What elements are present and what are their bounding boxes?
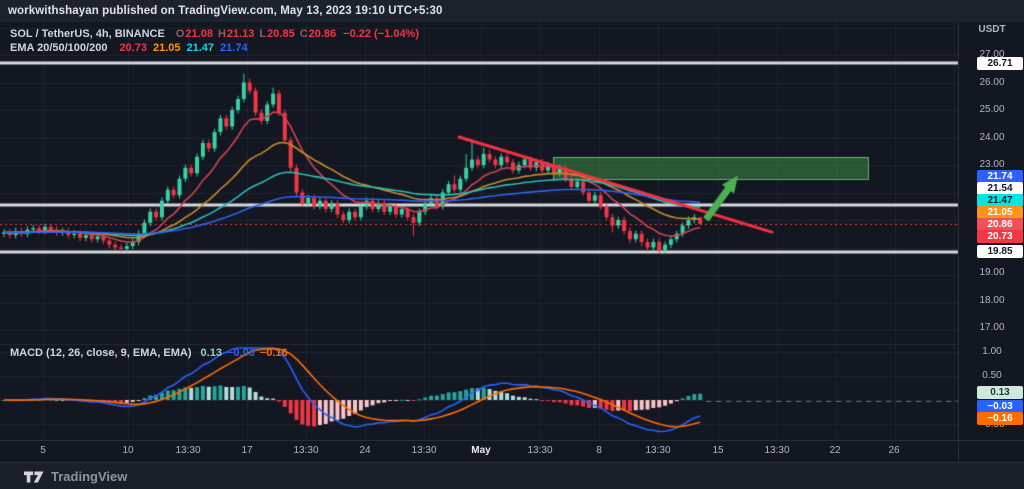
macd-legend-label: MACD (12, 26, close, 9, EMA, EMA) [10, 347, 192, 359]
ema-legend-values: 20.73 21.05 21.47 21.74 [113, 42, 247, 54]
axis-badge-−0.16: −0.16 [977, 411, 1023, 425]
axis-badge-19.85: 19.85 [977, 244, 1023, 258]
axis-badge-21.47: 21.47 [977, 193, 1023, 207]
time-label-6: 13:30 [411, 445, 437, 456]
ohlc-value-4: −0.22 (−1.04%) [343, 28, 420, 40]
price-axis-currency: USDT [978, 24, 1006, 35]
time-label-4: 13:30 [293, 445, 319, 456]
ohlc-value-0: 21.08 [185, 28, 213, 40]
macd-legend-values: 0.13 −0.03 −0.16 [196, 347, 288, 359]
axis-badge-0.13: 0.13 [977, 385, 1023, 399]
axis-tick-0.50: 0.50 [982, 370, 1002, 381]
axis-tick-25.00: 25.00 [979, 104, 1005, 115]
ema-legend-label: EMA 20/50/100/200 [10, 42, 108, 54]
ohlc-value-3: 20.86 [308, 28, 337, 40]
time-label-14: 26 [888, 445, 900, 456]
axis-tick-17.00: 17.00 [979, 322, 1005, 333]
ohlc-letter-1: H [217, 28, 226, 40]
symbol-legend-values: O21.08 H21.13 L20.85 C20.86 −0.22 (−1.04%) [171, 28, 419, 40]
ema-value-3: 21.74 [220, 42, 248, 54]
macd-legend-row[interactable]: MACD (12, 26, close, 9, EMA, EMA) 0.13 −0.… [10, 347, 288, 359]
axis-tick-19.00: 19.00 [979, 267, 1005, 278]
axis-badge-20.86: 20.86 [977, 217, 1023, 231]
ohlc-value-2: 20.85 [267, 28, 295, 40]
time-label-13: 22 [829, 445, 841, 456]
axis-tick-−0.50: −0.50 [979, 419, 1005, 430]
axis-tick-24.00: 24.00 [979, 132, 1005, 143]
time-label-7: May [471, 445, 491, 456]
axis-tick-18.00: 18.00 [979, 295, 1005, 306]
attribution-bar: workwithshayan published on TradingView.… [0, 0, 1024, 23]
attribution-text: workwithshayan published on TradingView.… [8, 5, 443, 17]
time-label-12: 13:30 [764, 445, 790, 456]
time-label-2: 13:30 [175, 445, 201, 456]
symbol-title: SOL / TetherUS, 4h, BINANCE [10, 28, 165, 40]
tradingview-logo-icon [24, 471, 44, 482]
ema-legend-row[interactable]: EMA 20/50/100/200 20.73 21.05 21.47 21.74 [10, 41, 419, 55]
macd-value-1: −0.03 [226, 347, 255, 359]
ema-value-1: 21.05 [152, 42, 181, 54]
axis-badge-21.54: 21.54 [977, 181, 1023, 195]
logo-bar: TradingView [0, 462, 1024, 489]
time-label-9: 8 [596, 445, 602, 456]
price-axis[interactable]: USDT 27.00 26.00 25.00 24.00 23.00 19.00 18.00… [958, 22, 1024, 462]
axis-badge-−0.03: −0.03 [977, 399, 1023, 413]
time-label-0: 5 [40, 445, 46, 456]
chart-legend: SOL / TetherUS, 4h, BINANCE O21.08 H21.13 L… [10, 27, 419, 55]
macd-value-0: 0.13 [200, 347, 222, 359]
axis-badge-21.74: 21.74 [977, 169, 1023, 183]
time-label-10: 13:30 [645, 445, 671, 456]
price-chart-canvas[interactable] [0, 22, 1024, 440]
ohlc-letter-2: L [259, 28, 267, 40]
tradingview-logo-text: TradingView [51, 469, 128, 484]
time-label-8: 13:30 [527, 445, 553, 456]
axis-badge-21.05: 21.05 [977, 205, 1023, 219]
ohlc-letter-0: O [175, 28, 185, 40]
time-label-1: 10 [122, 445, 134, 456]
axis-tick-27.00: 27.00 [979, 49, 1005, 60]
ema-value-0: 20.73 [119, 42, 147, 54]
axis-tick-1.00: 1.00 [982, 346, 1002, 357]
axis-tick-26.00: 26.00 [979, 77, 1005, 88]
time-label-11: 15 [712, 445, 724, 456]
axis-badge-26.71: 26.71 [977, 56, 1023, 70]
axis-badge-20.73: 20.73 [977, 229, 1023, 243]
ohlc-value-1: 21.13 [226, 28, 255, 40]
chart-area: SOL / TetherUS, 4h, BINANCE O21.08 H21.13 L… [0, 22, 1024, 489]
axis-tick-23.00: 23.00 [979, 159, 1005, 170]
macd-value-2: −0.16 [259, 347, 288, 359]
time-label-5: 24 [359, 445, 371, 456]
time-axis[interactable]: 5 10 13:30 17 13:30 24 13:30 May 13:30 8 13:30 15 13… [0, 440, 1024, 463]
ohlc-letter-3: C [299, 28, 308, 40]
symbol-legend-row[interactable]: SOL / TetherUS, 4h, BINANCE O21.08 H21.13 L… [10, 27, 419, 41]
time-label-3: 17 [241, 445, 253, 456]
tradingview-logo[interactable]: TradingView [24, 469, 127, 484]
ema-value-2: 21.47 [186, 42, 215, 54]
